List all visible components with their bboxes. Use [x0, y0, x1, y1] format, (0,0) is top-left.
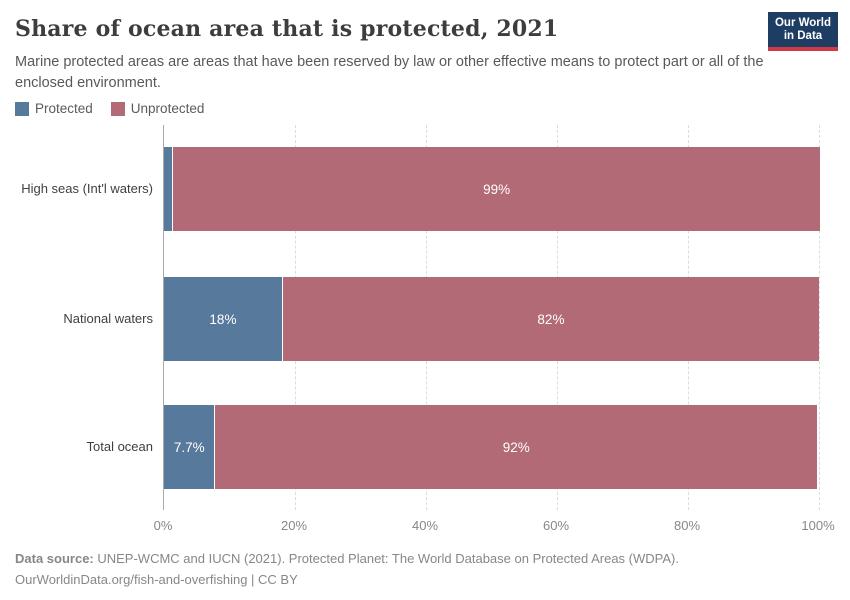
page-title: Share of ocean area that is protected, 2…	[15, 16, 559, 42]
bar-value-label: 99%	[483, 181, 511, 197]
bar-segment-protected[interactable]: 18%	[164, 277, 282, 361]
bar-value-label: 7.7%	[173, 439, 205, 455]
protected-swatch-icon	[15, 101, 29, 116]
plot-area: 99% 18% 82% 7.7% 92%	[163, 125, 821, 510]
category-label: Total ocean	[86, 439, 154, 454]
gridline	[819, 125, 820, 510]
chart-region: 99% 18% 82% 7.7% 92% High seas (Int'l waters…	[0, 125, 850, 537]
legend-item-protected[interactable]: Protected	[15, 101, 93, 116]
bar-value-label: 92%	[502, 439, 530, 455]
x-axis-tick-label: 40%	[411, 518, 439, 533]
bar-row: 18% 82%	[164, 277, 819, 361]
citation-link-line[interactable]: OurWorldinData.org/fish-and-overfishing …	[15, 572, 298, 587]
bar-segment-unprotected[interactable]: 82%	[281, 277, 819, 361]
bar-segment-protected[interactable]: 7.7%	[164, 405, 215, 489]
data-source-label: Data source:	[15, 551, 94, 566]
bar-row: 99%	[164, 147, 821, 231]
bar-value-label: 82%	[537, 311, 565, 327]
x-axis-tick-label: 100%	[801, 518, 835, 533]
x-axis-tick-label: 60%	[542, 518, 570, 533]
legend-label: Unprotected	[130, 101, 205, 116]
x-axis-tick-label: 0%	[153, 518, 173, 533]
x-axis-tick-label: 80%	[673, 518, 701, 533]
owid-logo[interactable]: Our World in Data	[768, 12, 838, 51]
bar-segment-unprotected[interactable]: 92%	[214, 405, 818, 489]
bar-value-label: 18%	[209, 311, 237, 327]
legend-item-unprotected[interactable]: Unprotected	[110, 101, 205, 116]
category-label: National waters	[63, 311, 153, 326]
unprotected-swatch-icon	[110, 101, 125, 116]
bar-row: 7.7% 92%	[164, 405, 819, 489]
chart-subtitle: Marine protected areas are areas that ha…	[15, 54, 764, 91]
x-axis-tick-label: 20%	[280, 518, 308, 533]
owid-logo-line1: Our World	[774, 16, 831, 29]
data-source-text: UNEP-WCMC and IUCN (2021). Protected Pla…	[93, 551, 679, 566]
chart-footer: Data source: UNEP-WCMC and IUCN (2021). …	[15, 548, 835, 590]
legend: Protected Unprotected	[15, 101, 204, 116]
legend-label: Protected	[35, 101, 93, 116]
owid-logo-line2: in Data	[783, 29, 823, 42]
bar-segment-unprotected[interactable]: 99%	[171, 147, 821, 231]
data-source-line: Data source: UNEP-WCMC and IUCN (2021). …	[15, 548, 835, 569]
category-label: High seas (Int'l waters)	[21, 181, 153, 196]
bar-segment-protected[interactable]	[164, 147, 172, 231]
